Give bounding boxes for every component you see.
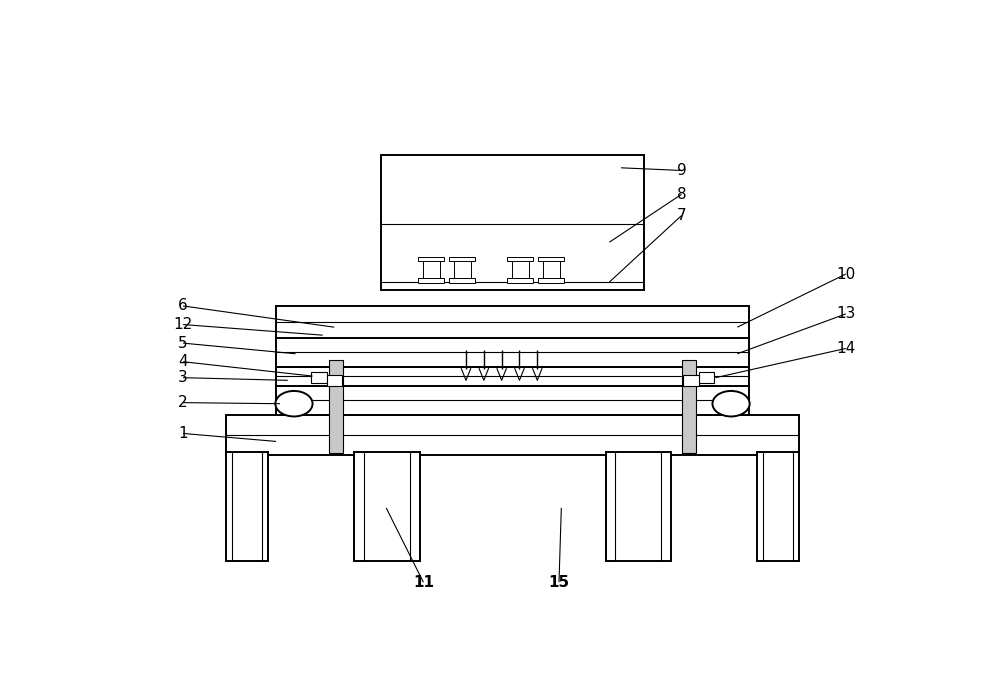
Bar xyxy=(311,373,326,383)
Text: 3: 3 xyxy=(178,370,188,385)
Bar xyxy=(449,278,475,283)
Text: 1: 1 xyxy=(178,426,188,441)
Text: 11: 11 xyxy=(413,575,434,590)
Bar xyxy=(276,386,749,415)
Bar xyxy=(326,375,342,386)
Text: 14: 14 xyxy=(836,341,855,356)
Bar xyxy=(682,360,696,453)
Circle shape xyxy=(712,391,750,417)
Bar xyxy=(606,452,671,561)
Text: 2: 2 xyxy=(178,395,188,410)
Text: 6: 6 xyxy=(178,299,188,313)
Text: 4: 4 xyxy=(178,354,188,369)
Bar xyxy=(276,338,749,367)
Bar xyxy=(507,278,533,283)
Bar xyxy=(354,452,420,561)
Bar xyxy=(226,452,268,561)
Text: 15: 15 xyxy=(548,575,570,590)
Bar xyxy=(276,306,749,338)
Text: 10: 10 xyxy=(836,266,855,282)
Text: 12: 12 xyxy=(174,317,193,332)
Bar xyxy=(276,367,749,386)
Bar xyxy=(329,360,343,453)
Bar xyxy=(538,278,564,283)
Bar xyxy=(418,257,444,262)
Bar xyxy=(543,259,560,280)
Bar xyxy=(507,257,533,262)
Bar xyxy=(226,415,799,455)
Bar xyxy=(512,259,529,280)
Bar xyxy=(418,278,444,283)
Text: 9: 9 xyxy=(677,163,686,178)
Bar xyxy=(449,257,475,262)
Text: 13: 13 xyxy=(836,306,855,322)
Text: 5: 5 xyxy=(178,335,188,351)
Text: 7: 7 xyxy=(677,208,686,223)
Bar xyxy=(381,155,644,290)
Bar xyxy=(683,375,698,386)
Bar xyxy=(454,259,471,280)
Bar xyxy=(698,373,714,383)
Circle shape xyxy=(275,391,313,417)
Bar xyxy=(423,259,440,280)
Bar xyxy=(757,452,799,561)
Text: 8: 8 xyxy=(677,187,686,202)
Bar xyxy=(538,257,564,262)
